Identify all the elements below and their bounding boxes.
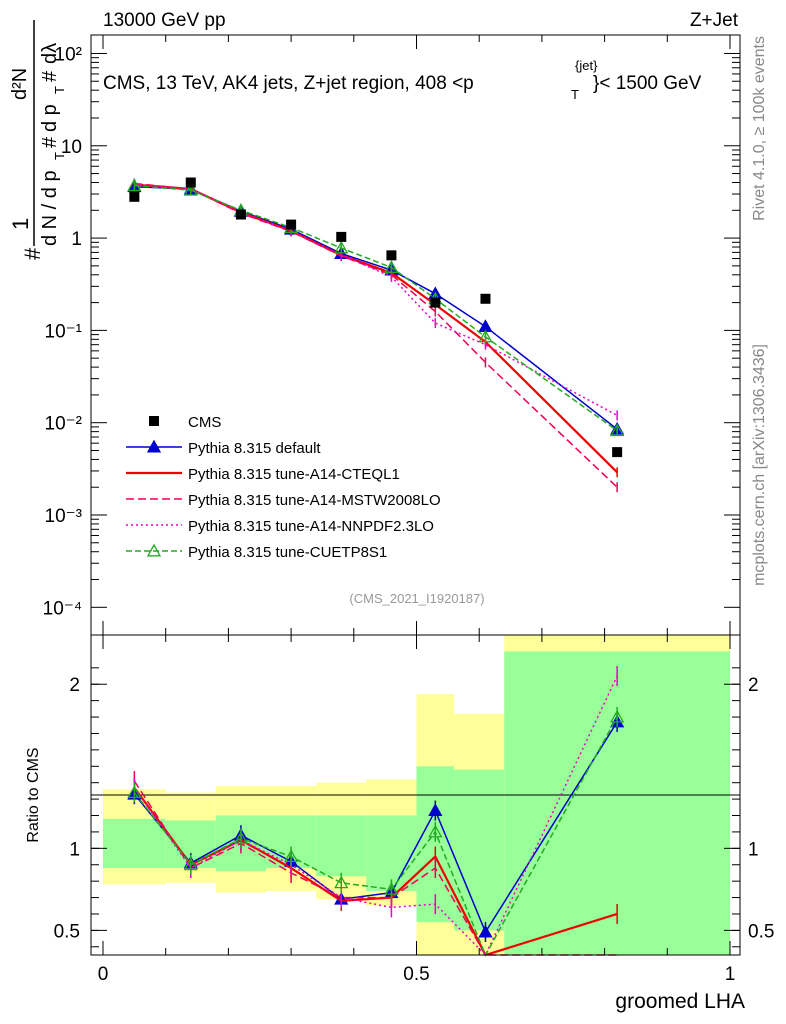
header-right: Z+Jet (690, 10, 739, 31)
legend-label-3: Pythia 8.315 tune-A14-MSTW2008LO (188, 492, 441, 509)
rivet-label: Rivet 4.1.0, ≥ 100k events (751, 36, 768, 221)
legend-swatch-cms (149, 416, 159, 426)
main-y-tick-label-0: 10⁻⁴ (43, 598, 82, 619)
plot-title: CMS, 13 TeV, AK4 jets, Z+jet region, 408… (103, 73, 474, 94)
cms-data-point-2 (235, 209, 246, 220)
ylabel-dl: dλ (39, 43, 61, 64)
ratio-series (127, 666, 625, 957)
legend-marker-series-0 (146, 439, 162, 453)
ylabel-hash2: # (39, 136, 61, 148)
ratio-y-tick-label-right-2: 2 (748, 675, 759, 696)
main-marker-series-4-8 (610, 423, 625, 437)
main-y-tick-label-1: 10⁻³ (45, 506, 83, 527)
x-tick-label-0: 0 (98, 964, 109, 985)
ratio-marker-series-4-6 (428, 824, 443, 838)
ylabel-one: 1 (8, 218, 33, 230)
main-y-tick-label-3: 10⁻¹ (45, 321, 83, 342)
cms-data-point-6 (430, 297, 441, 308)
main-marker-series-4-7 (478, 329, 493, 343)
y-axis-label-main: # 1 d N / d p T # d²N d p T # dλ (8, 20, 67, 260)
cms-data-point-8 (612, 447, 623, 458)
x-tick-label-2: 1 (725, 964, 736, 985)
ratio-y-tick-label-right-1: 1 (748, 839, 759, 860)
band-green-5 (366, 815, 417, 891)
legend-label-1: Pythia 8.315 default (188, 440, 321, 457)
main-marker-series-4-4 (334, 240, 349, 254)
band-green-4 (316, 815, 367, 877)
ratio-y-tick-label-left-2: 2 (69, 675, 80, 696)
ratio-marker-series-4-2 (233, 831, 249, 844)
ratio-marker-series-4-5 (384, 882, 399, 895)
ylabel-d2n: d²N (9, 68, 31, 100)
cms-data-point-1 (185, 177, 196, 188)
main-line-series-3 (134, 183, 618, 417)
ylabel-hash1: # (20, 247, 45, 260)
main-marker-series-4-1 (183, 182, 198, 196)
ratio-marker-series-4-8 (610, 709, 625, 723)
legend-label-0: CMS (188, 414, 221, 431)
band-green-0 (103, 818, 166, 869)
ratio-y-tick-label-left-0: 0.5 (54, 921, 80, 942)
ylabel-t: T (52, 152, 67, 160)
x-tick-label-1: 0.5 (403, 964, 429, 985)
ylabel-dn: d N / d p (39, 170, 61, 246)
ratio-y-tick-label-left-1: 1 (69, 839, 80, 860)
plot-title-tail: }< 1500 GeV (593, 73, 702, 94)
ratio-marker-series-4-4 (334, 875, 349, 889)
ratio-marker-series-0-7 (478, 924, 493, 938)
plot-title-sup: {jet} (575, 58, 598, 73)
ylabel-dpt: d p (39, 104, 61, 132)
plot-title-sub: T (571, 87, 579, 102)
ylabel-t2: T (52, 86, 67, 94)
cms-data-point-5 (386, 250, 397, 261)
ratio-marker-series-4-0 (127, 785, 142, 798)
plot-title-main: CMS, 13 TeV, AK4 jets, Z+jet region, 408… (103, 73, 474, 94)
ratio-line-series-2 (133, 780, 618, 956)
main-line-series-4 (134, 184, 618, 432)
ratio-line-series-4 (133, 716, 618, 957)
legend-label-2: Pythia 8.315 tune-A14-CTEQL1 (188, 466, 400, 483)
main-line-series-0 (134, 185, 618, 430)
x-axis-label: groomed LHA (615, 990, 745, 1013)
cms-data-point-7 (480, 293, 491, 304)
legend: CMS Pythia 8.315 default Pythia 8.315 tune… (126, 414, 441, 561)
cms-data-point-0 (129, 191, 140, 202)
main-y-tick-label-5: 10 (61, 137, 82, 158)
cms-data-point-4 (336, 231, 347, 242)
main-y-tick-label-6: 10² (55, 44, 82, 65)
main-y-tick-label-4: 1 (71, 229, 82, 250)
analysis-id: (CMS_2021_I1920187) (349, 591, 484, 606)
data-points (129, 177, 623, 458)
main-marker-series-4-0 (127, 178, 142, 192)
header-left: 13000 GeV pp (103, 10, 226, 31)
mcplots-label: mcplots.cern.ch [arXiv:1306.3436] (751, 344, 768, 586)
ratio-marker-series-4-1 (183, 857, 198, 871)
legend-marker-series-4 (146, 543, 162, 557)
main-marker-series-4-5 (384, 260, 399, 273)
legend-label-4: Pythia 8.315 tune-A14-NNPDF2.3LO (188, 518, 434, 535)
ratio-marker-series-4-3 (283, 849, 299, 862)
main-y-tick-label-2: 10⁻² (45, 414, 83, 435)
cms-data-point-3 (286, 219, 297, 230)
y-axis-label-ratio: Ratio to CMS (25, 747, 42, 842)
band-green-7 (454, 769, 505, 931)
axis-ticks: 0 0.5 1 10⁻⁴ 10⁻³ 10⁻² 10⁻¹ 1 10 10² 0.5 0.5 1 1 2 2 (43, 35, 774, 985)
ratio-marker-series-0-6 (428, 803, 443, 817)
ylabel-hash3: # (39, 70, 61, 82)
legend-label-5: Pythia 8.315 tune-CUETP8S1 (188, 544, 387, 561)
ratio-y-tick-label-right-0: 0.5 (748, 921, 774, 942)
